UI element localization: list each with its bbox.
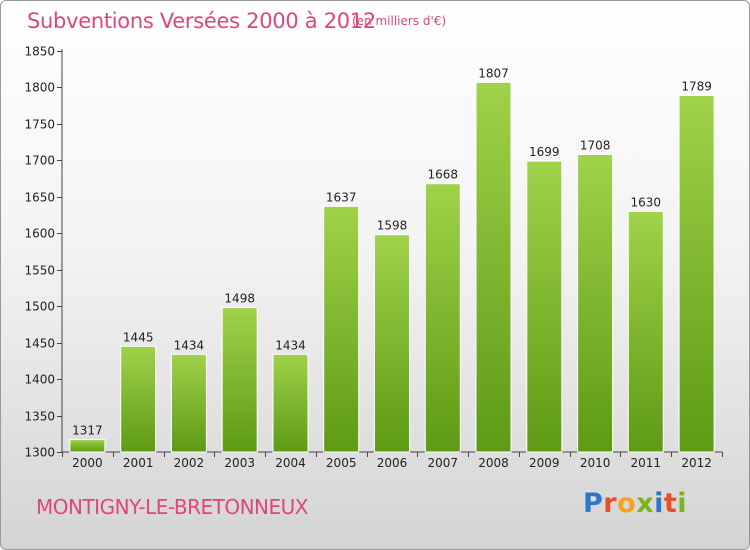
bar: [577, 154, 614, 453]
bar: [272, 353, 309, 453]
bar: [424, 183, 461, 453]
bar-value-label: 1434: [275, 338, 306, 352]
bar-value-label: 1807: [478, 66, 509, 80]
y-tick-label: 1500: [24, 300, 55, 314]
bar-value-label: 1637: [326, 190, 357, 204]
x-tick-label: 2011: [631, 456, 662, 470]
bar: [170, 353, 207, 453]
logo-letter: r: [603, 488, 618, 519]
x-tick-label: 2006: [377, 456, 408, 470]
y-tick-label: 1600: [24, 227, 55, 241]
x-tick-label: 2012: [681, 456, 712, 470]
y-tick-label: 1400: [24, 373, 55, 387]
logo-letter: o: [617, 488, 637, 519]
x-tick-label: 2002: [174, 456, 205, 470]
bar: [120, 345, 157, 453]
logo-letter: i: [654, 488, 664, 519]
bar: [69, 439, 106, 453]
x-tick-label: 2001: [123, 456, 154, 470]
y-tick-label: 1750: [24, 118, 55, 132]
proxiti-logo[interactable]: Proxiti: [583, 488, 687, 519]
y-tick-label: 1450: [24, 337, 55, 351]
place-name: MONTIGNY-LE-BRETONNEUX: [36, 495, 309, 519]
bar: [221, 307, 258, 453]
y-tick-label: 1550: [24, 264, 55, 278]
bar: [323, 205, 360, 453]
bar-value-label: 1434: [174, 338, 205, 352]
bar-value-label: 1445: [123, 330, 154, 344]
x-tick-label: 2010: [580, 456, 611, 470]
y-tick-label: 1800: [24, 81, 55, 95]
bar: [627, 210, 664, 453]
logo-letter: P: [583, 488, 604, 519]
bar-value-label: 1668: [428, 168, 459, 182]
chart-title: Subventions Versées 2000 à 2012: [27, 9, 376, 33]
logo-letter: i: [677, 488, 688, 519]
bar-value-label: 1708: [580, 139, 611, 153]
bar: [374, 234, 410, 453]
bar-value-label: 1789: [681, 80, 712, 94]
x-tick-label: 2004: [275, 456, 306, 470]
bar-value-label: 1498: [224, 292, 255, 306]
chart-subtitle: (en milliers d'€): [352, 14, 447, 28]
x-tick-label: 2009: [529, 456, 560, 470]
x-tick-label: 2005: [326, 456, 357, 470]
bar-value-label: 1630: [631, 195, 662, 209]
x-tick-label: 2003: [224, 456, 255, 470]
y-tick-label: 1850: [24, 45, 55, 59]
bar: [475, 81, 512, 453]
bar: [526, 160, 563, 453]
logo-letter: t: [663, 488, 678, 519]
x-tick-label: 2000: [72, 456, 103, 470]
x-tick-label: 2007: [428, 456, 459, 470]
y-tick-label: 1300: [24, 446, 55, 460]
bar-value-label: 1317: [72, 424, 103, 438]
y-tick-label: 1650: [24, 191, 55, 205]
y-tick-label: 1350: [24, 410, 55, 424]
logo-letter: x: [636, 488, 655, 519]
bar: [678, 95, 715, 453]
x-tick-label: 2008: [478, 456, 509, 470]
bar-value-label: 1598: [377, 219, 408, 233]
y-tick-label: 1700: [24, 154, 55, 168]
bar-value-label: 1699: [529, 145, 560, 159]
